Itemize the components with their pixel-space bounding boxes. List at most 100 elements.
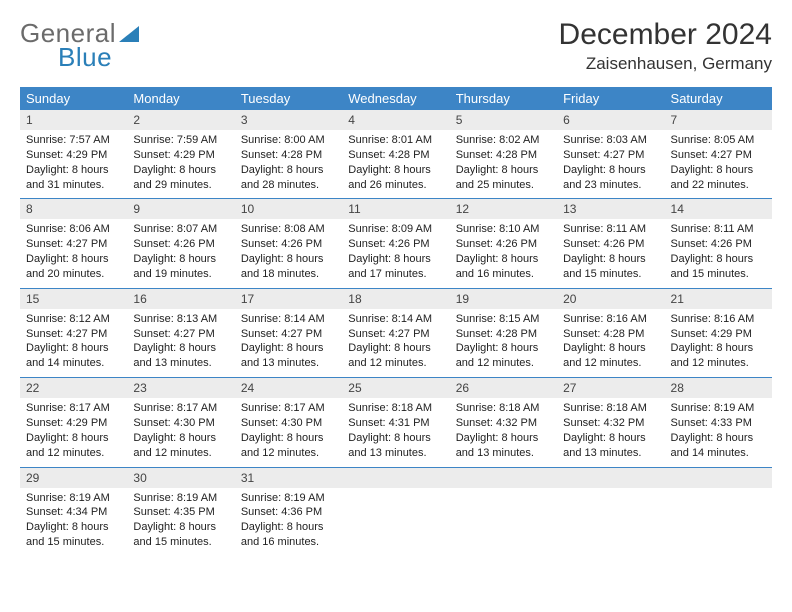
- day-header: Monday: [127, 87, 234, 110]
- day-cell: 16Sunrise: 8:13 AMSunset: 4:27 PMDayligh…: [127, 288, 234, 377]
- calendar-table: SundayMondayTuesdayWednesdayThursdayFrid…: [20, 87, 772, 556]
- day-cell: 31Sunrise: 8:19 AMSunset: 4:36 PMDayligh…: [235, 467, 342, 556]
- location: Zaisenhausen, Germany: [559, 54, 772, 74]
- day-info: Sunrise: 8:19 AMSunset: 4:35 PMDaylight:…: [127, 488, 234, 556]
- day-number-empty: [342, 468, 449, 488]
- day-info: Sunrise: 8:11 AMSunset: 4:26 PMDaylight:…: [557, 219, 664, 287]
- day-info: Sunrise: 8:06 AMSunset: 4:27 PMDaylight:…: [20, 219, 127, 287]
- day-number-empty: [665, 468, 772, 488]
- logo-triangle-icon: [119, 26, 139, 47]
- day-header: Wednesday: [342, 87, 449, 110]
- day-number: 23: [127, 378, 234, 398]
- day-info: Sunrise: 8:15 AMSunset: 4:28 PMDaylight:…: [450, 309, 557, 377]
- calendar-head: SundayMondayTuesdayWednesdayThursdayFrid…: [20, 87, 772, 110]
- day-number: 17: [235, 289, 342, 309]
- day-number: 26: [450, 378, 557, 398]
- day-number: 8: [20, 199, 127, 219]
- day-info: Sunrise: 8:13 AMSunset: 4:27 PMDaylight:…: [127, 309, 234, 377]
- day-cell: [557, 467, 664, 556]
- day-info: Sunrise: 8:14 AMSunset: 4:27 PMDaylight:…: [342, 309, 449, 377]
- day-number: 25: [342, 378, 449, 398]
- day-cell: 21Sunrise: 8:16 AMSunset: 4:29 PMDayligh…: [665, 288, 772, 377]
- day-number: 16: [127, 289, 234, 309]
- day-number: 20: [557, 289, 664, 309]
- day-cell: 6Sunrise: 8:03 AMSunset: 4:27 PMDaylight…: [557, 110, 664, 199]
- day-number: 3: [235, 110, 342, 130]
- week-row: 1Sunrise: 7:57 AMSunset: 4:29 PMDaylight…: [20, 110, 772, 199]
- day-info: Sunrise: 8:18 AMSunset: 4:32 PMDaylight:…: [557, 398, 664, 466]
- day-number-empty: [557, 468, 664, 488]
- day-info: Sunrise: 8:07 AMSunset: 4:26 PMDaylight:…: [127, 219, 234, 287]
- day-number: 28: [665, 378, 772, 398]
- day-info: Sunrise: 8:05 AMSunset: 4:27 PMDaylight:…: [665, 130, 772, 198]
- day-cell: 4Sunrise: 8:01 AMSunset: 4:28 PMDaylight…: [342, 110, 449, 199]
- title-block: December 2024 Zaisenhausen, Germany: [559, 18, 772, 74]
- logo-text-blue: Blue: [58, 42, 112, 72]
- day-info: Sunrise: 8:03 AMSunset: 4:27 PMDaylight:…: [557, 130, 664, 198]
- day-number: 29: [20, 468, 127, 488]
- day-number: 18: [342, 289, 449, 309]
- day-cell: [665, 467, 772, 556]
- day-info: Sunrise: 8:09 AMSunset: 4:26 PMDaylight:…: [342, 219, 449, 287]
- day-number: 5: [450, 110, 557, 130]
- day-header: Thursday: [450, 87, 557, 110]
- day-cell: 1Sunrise: 7:57 AMSunset: 4:29 PMDaylight…: [20, 110, 127, 199]
- day-info: Sunrise: 8:17 AMSunset: 4:30 PMDaylight:…: [127, 398, 234, 466]
- day-header: Tuesday: [235, 87, 342, 110]
- day-info: Sunrise: 8:14 AMSunset: 4:27 PMDaylight:…: [235, 309, 342, 377]
- day-number: 2: [127, 110, 234, 130]
- day-header: Friday: [557, 87, 664, 110]
- day-cell: 25Sunrise: 8:18 AMSunset: 4:31 PMDayligh…: [342, 378, 449, 467]
- day-info: Sunrise: 8:17 AMSunset: 4:30 PMDaylight:…: [235, 398, 342, 466]
- day-cell: 15Sunrise: 8:12 AMSunset: 4:27 PMDayligh…: [20, 288, 127, 377]
- day-number: 6: [557, 110, 664, 130]
- day-header: Saturday: [665, 87, 772, 110]
- day-number: 21: [665, 289, 772, 309]
- day-cell: 7Sunrise: 8:05 AMSunset: 4:27 PMDaylight…: [665, 110, 772, 199]
- day-cell: 18Sunrise: 8:14 AMSunset: 4:27 PMDayligh…: [342, 288, 449, 377]
- day-number: 22: [20, 378, 127, 398]
- day-cell: 2Sunrise: 7:59 AMSunset: 4:29 PMDaylight…: [127, 110, 234, 199]
- day-number: 15: [20, 289, 127, 309]
- day-cell: [450, 467, 557, 556]
- day-info: Sunrise: 8:16 AMSunset: 4:29 PMDaylight:…: [665, 309, 772, 377]
- day-cell: 17Sunrise: 8:14 AMSunset: 4:27 PMDayligh…: [235, 288, 342, 377]
- day-cell: 12Sunrise: 8:10 AMSunset: 4:26 PMDayligh…: [450, 199, 557, 288]
- day-info: Sunrise: 8:16 AMSunset: 4:28 PMDaylight:…: [557, 309, 664, 377]
- day-cell: 20Sunrise: 8:16 AMSunset: 4:28 PMDayligh…: [557, 288, 664, 377]
- day-number: 31: [235, 468, 342, 488]
- day-header: Sunday: [20, 87, 127, 110]
- month-title: December 2024: [559, 18, 772, 52]
- day-info: Sunrise: 8:18 AMSunset: 4:32 PMDaylight:…: [450, 398, 557, 466]
- day-number: 10: [235, 199, 342, 219]
- day-cell: 10Sunrise: 8:08 AMSunset: 4:26 PMDayligh…: [235, 199, 342, 288]
- day-info: Sunrise: 8:17 AMSunset: 4:29 PMDaylight:…: [20, 398, 127, 466]
- week-row: 22Sunrise: 8:17 AMSunset: 4:29 PMDayligh…: [20, 378, 772, 467]
- day-cell: 19Sunrise: 8:15 AMSunset: 4:28 PMDayligh…: [450, 288, 557, 377]
- day-info: Sunrise: 8:00 AMSunset: 4:28 PMDaylight:…: [235, 130, 342, 198]
- week-row: 8Sunrise: 8:06 AMSunset: 4:27 PMDaylight…: [20, 199, 772, 288]
- day-number: 27: [557, 378, 664, 398]
- day-cell: 26Sunrise: 8:18 AMSunset: 4:32 PMDayligh…: [450, 378, 557, 467]
- day-number: 19: [450, 289, 557, 309]
- day-cell: 29Sunrise: 8:19 AMSunset: 4:34 PMDayligh…: [20, 467, 127, 556]
- day-number: 4: [342, 110, 449, 130]
- day-cell: 5Sunrise: 8:02 AMSunset: 4:28 PMDaylight…: [450, 110, 557, 199]
- day-cell: 9Sunrise: 8:07 AMSunset: 4:26 PMDaylight…: [127, 199, 234, 288]
- day-cell: 30Sunrise: 8:19 AMSunset: 4:35 PMDayligh…: [127, 467, 234, 556]
- day-cell: 22Sunrise: 8:17 AMSunset: 4:29 PMDayligh…: [20, 378, 127, 467]
- day-cell: 28Sunrise: 8:19 AMSunset: 4:33 PMDayligh…: [665, 378, 772, 467]
- day-info: Sunrise: 8:10 AMSunset: 4:26 PMDaylight:…: [450, 219, 557, 287]
- day-number: 12: [450, 199, 557, 219]
- day-cell: 13Sunrise: 8:11 AMSunset: 4:26 PMDayligh…: [557, 199, 664, 288]
- day-number: 11: [342, 199, 449, 219]
- day-cell: 11Sunrise: 8:09 AMSunset: 4:26 PMDayligh…: [342, 199, 449, 288]
- day-info: Sunrise: 8:08 AMSunset: 4:26 PMDaylight:…: [235, 219, 342, 287]
- day-number: 24: [235, 378, 342, 398]
- day-cell: 3Sunrise: 8:00 AMSunset: 4:28 PMDaylight…: [235, 110, 342, 199]
- day-info: Sunrise: 8:11 AMSunset: 4:26 PMDaylight:…: [665, 219, 772, 287]
- day-info: Sunrise: 7:57 AMSunset: 4:29 PMDaylight:…: [20, 130, 127, 198]
- day-cell: 27Sunrise: 8:18 AMSunset: 4:32 PMDayligh…: [557, 378, 664, 467]
- day-number-empty: [450, 468, 557, 488]
- day-number: 9: [127, 199, 234, 219]
